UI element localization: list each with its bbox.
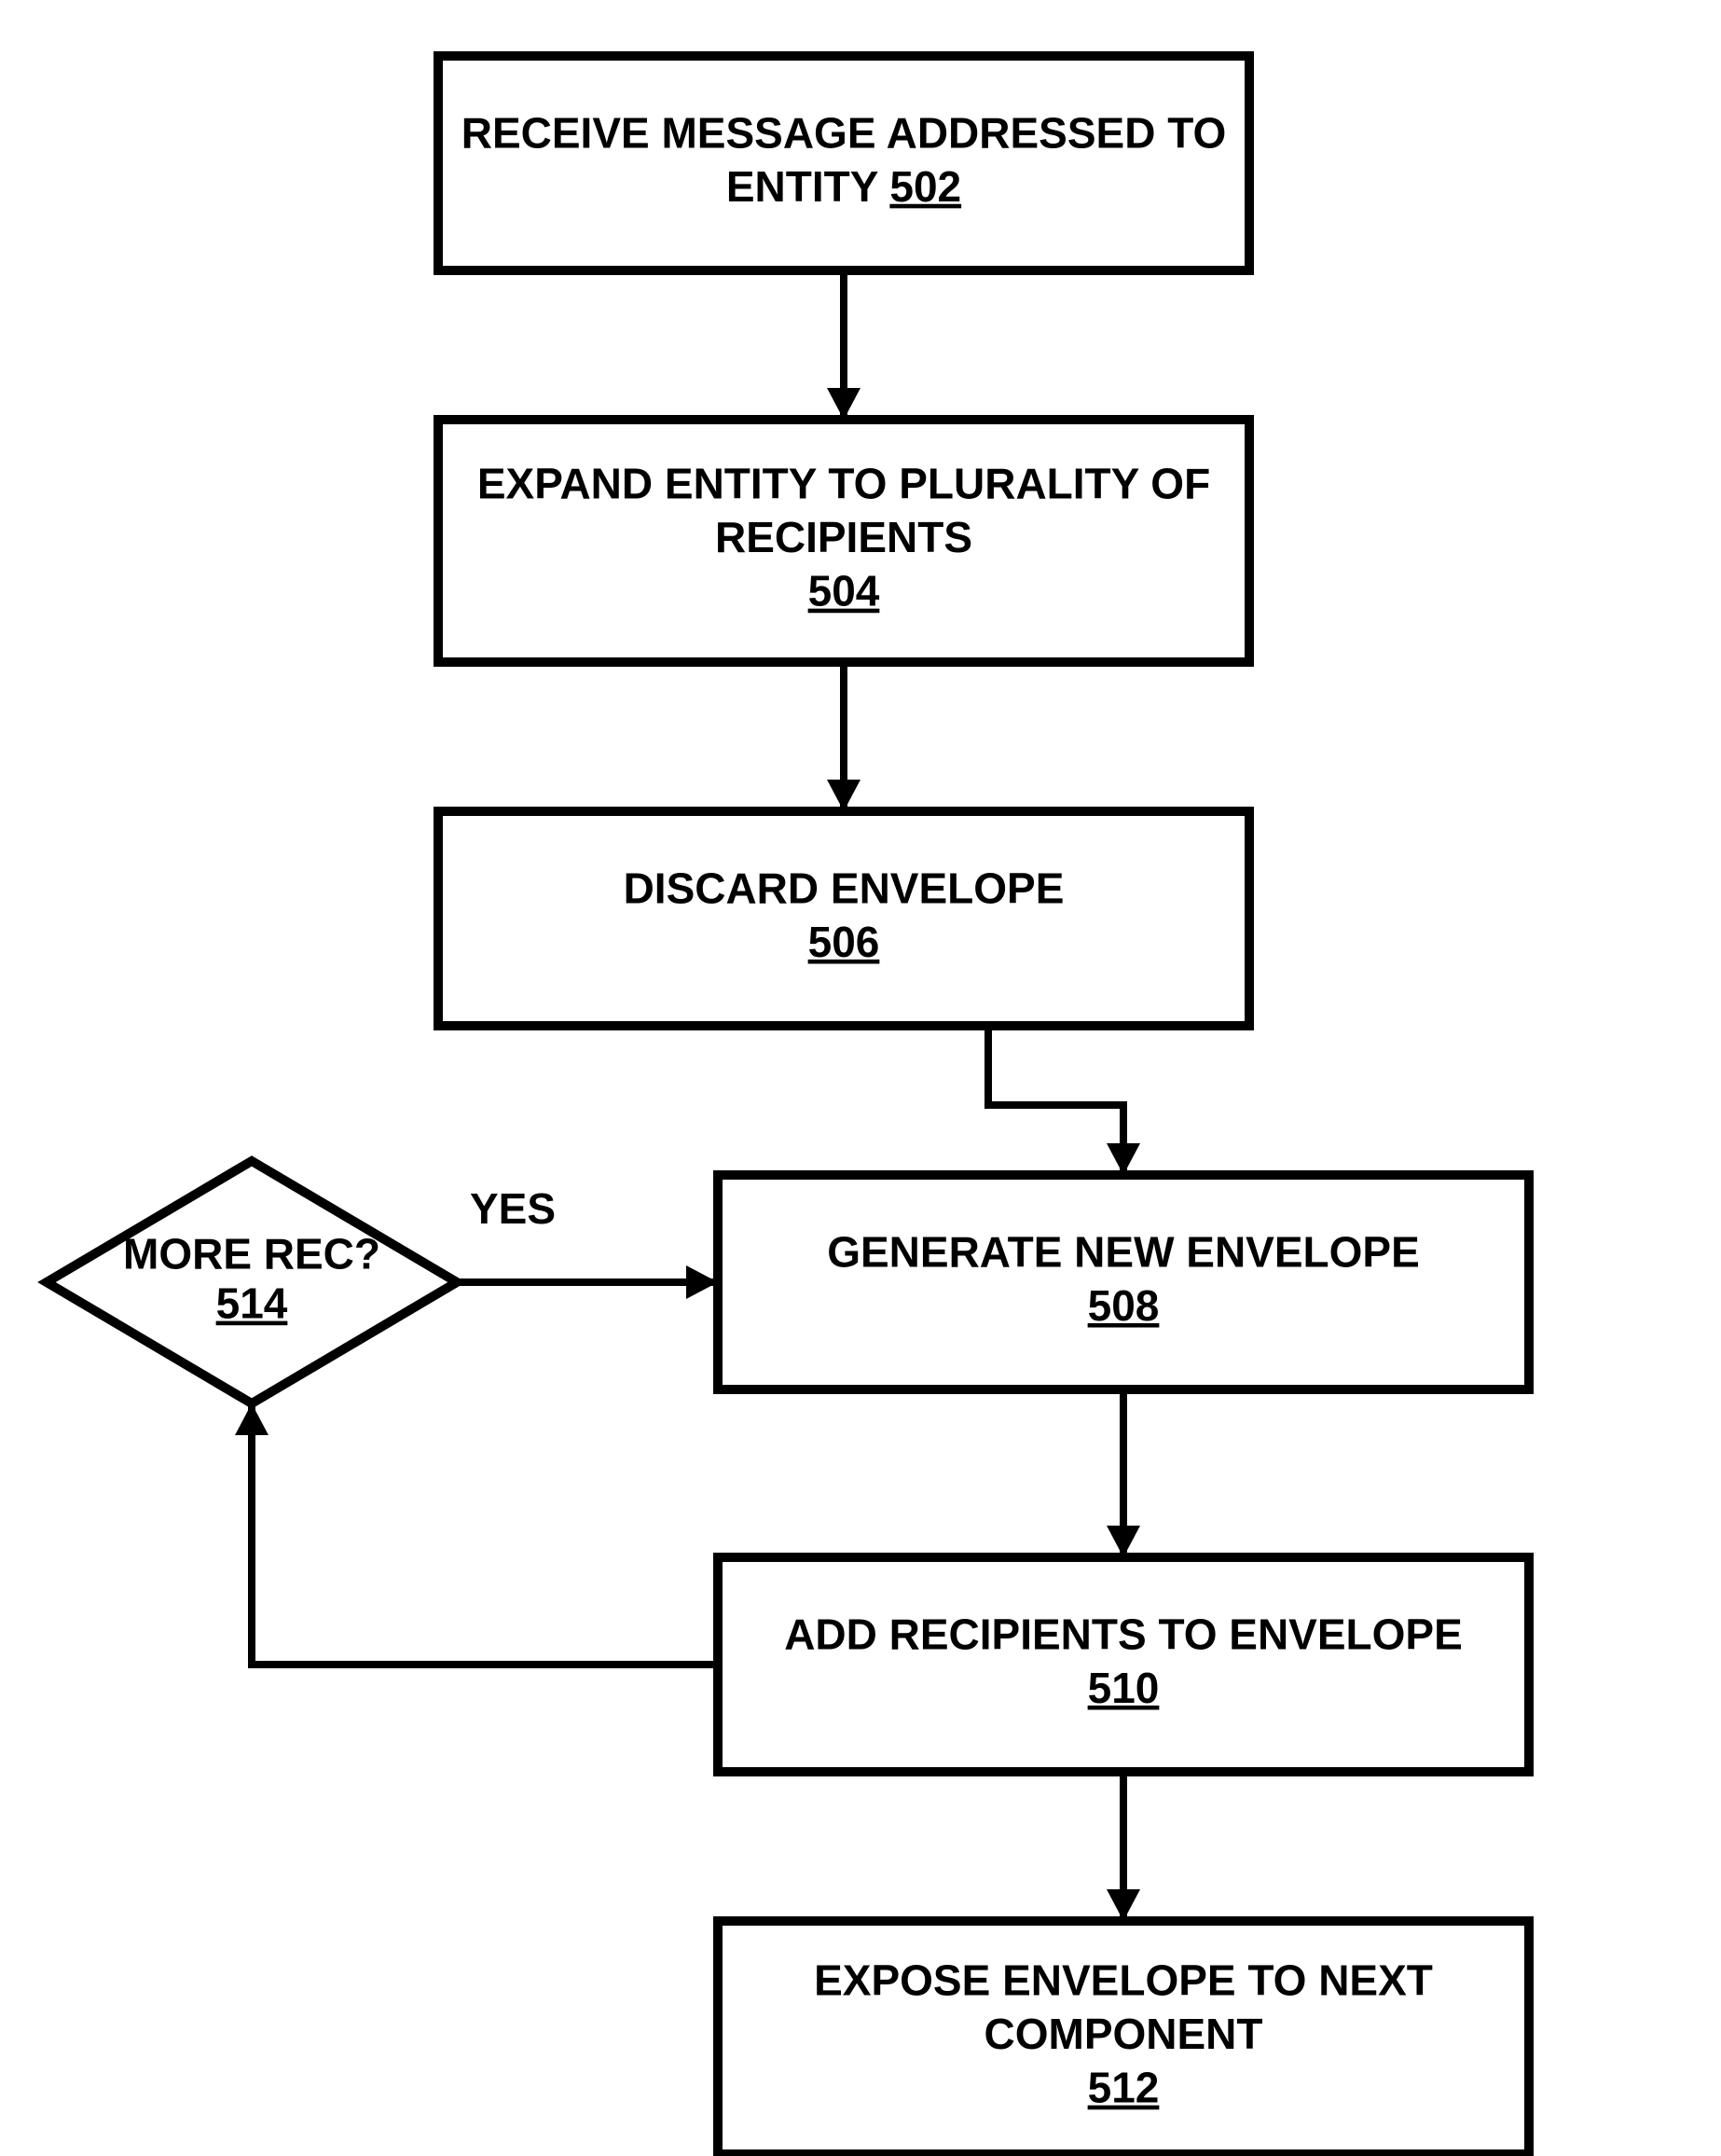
- edge-label-n514-n508: YES: [470, 1184, 556, 1233]
- node-n502-line-1: ENTITY 502: [726, 162, 961, 211]
- node-n508-line-0: GENERATE NEW ENVELOPE: [827, 1227, 1420, 1276]
- node-n508-ref: 508: [1088, 1281, 1160, 1330]
- node-n508: GENERATE NEW ENVELOPE 508: [718, 1175, 1529, 1389]
- edge-n506-n508: [988, 1026, 1123, 1175]
- node-n512-ref: 512: [1088, 2064, 1160, 2112]
- edge-n510-n514: [252, 1403, 718, 1665]
- node-n514: MORE REC?514: [47, 1161, 457, 1403]
- node-n502-line-0: RECEIVE MESSAGE ADDRESSED TO: [461, 108, 1227, 157]
- node-n510-ref: 510: [1088, 1664, 1160, 1712]
- node-n506: DISCARD ENVELOPE 506: [438, 811, 1249, 1026]
- node-n510-line-0: ADD RECIPIENTS TO ENVELOPE: [784, 1610, 1463, 1658]
- node-n504-line-1: RECIPIENTS: [715, 513, 972, 561]
- node-n512-line-1: COMPONENT: [984, 2010, 1263, 2058]
- node-n502: RECEIVE MESSAGE ADDRESSED TO ENTITY 502: [438, 56, 1249, 270]
- flowchart-canvas: YES RECEIVE MESSAGE ADDRESSED TO ENTITY 50…: [0, 0, 1721, 2156]
- node-n514-ref: 514: [216, 1279, 288, 1328]
- node-n512-line-0: EXPOSE ENVELOPE TO NEXT: [814, 1956, 1433, 2005]
- node-n514-line-0: MORE REC?: [123, 1230, 380, 1278]
- node-n506-line-0: DISCARD ENVELOPE: [624, 864, 1065, 912]
- node-n506-ref: 506: [808, 918, 880, 966]
- node-n512: EXPOSE ENVELOPE TO NEXT COMPONENT 512: [718, 1921, 1529, 2154]
- node-n510: ADD RECIPIENTS TO ENVELOPE 510: [718, 1557, 1529, 1772]
- node-n504: EXPAND ENTITY TO PLURALITY OF RECIPIENTS 5…: [438, 420, 1249, 662]
- node-n504-ref: 504: [808, 567, 880, 615]
- node-n504-line-0: EXPAND ENTITY TO PLURALITY OF: [477, 460, 1210, 508]
